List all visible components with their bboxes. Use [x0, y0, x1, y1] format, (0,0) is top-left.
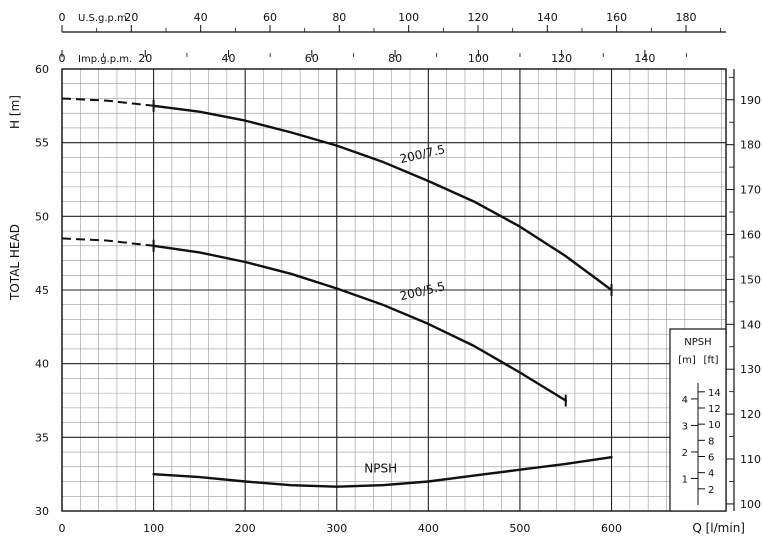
- curve-label-npsh: NPSH: [364, 462, 397, 476]
- npsh-m-tick-label: 1: [682, 474, 688, 485]
- y-right-tick-label: 180: [740, 139, 761, 152]
- curve-label-200-7-5: 200/7.5: [398, 142, 446, 166]
- y-left-tick-label: 60: [35, 63, 49, 76]
- y-right-tick-label: 130: [740, 363, 761, 376]
- npsh-ft-tick-label: 2: [708, 485, 714, 496]
- us-gpm-tick-label: 100: [398, 11, 419, 24]
- x-tick-label: 100: [143, 522, 164, 535]
- y-left-tick-label: 40: [35, 358, 49, 371]
- top-axes: 0 20 40 60 80 100 120 140 160 180 U.S.g.p.m. 0 20 40 6…: [59, 11, 726, 65]
- y-right-tick-label: 120: [740, 408, 761, 421]
- curve-200-7-5: [152, 104, 613, 292]
- us-gpm-tick-label: 20: [124, 11, 138, 24]
- y-right-tick-label: 110: [740, 453, 761, 466]
- us-gpm-tick-label: 140: [537, 11, 558, 24]
- imp-gpm-tick-label: 0: [59, 52, 66, 65]
- x-tick-label: 500: [509, 522, 530, 535]
- y-left-tick-label: 45: [35, 284, 49, 297]
- curve-200-5-5-dashed: [61, 237, 154, 247]
- curve-npsh: [152, 456, 613, 488]
- x-tick-label: 200: [235, 522, 256, 535]
- imp-gpm-unit-label: Imp.g.p.m.: [78, 54, 132, 65]
- us-gpm-unit-label: U.S.g.p.m.: [78, 13, 130, 24]
- x-tick-label: 300: [326, 522, 347, 535]
- us-gpm-tick-label: 120: [467, 11, 488, 24]
- us-gpm-tick-label: 40: [194, 11, 208, 24]
- npsh-unit-ft: [ft]: [703, 355, 718, 366]
- x-tick-label: 400: [418, 522, 439, 535]
- us-gpm-tick-label: 80: [332, 11, 346, 24]
- x-tick-label: 600: [601, 522, 622, 535]
- npsh-box-title: NPSH: [684, 337, 711, 348]
- us-gpm-tick-label: 0: [59, 11, 66, 24]
- npsh-ft-tick-label: 14: [708, 388, 721, 399]
- y-right-tick-label: 100: [740, 498, 761, 511]
- curves: [61, 97, 613, 488]
- plot-frame: [61, 68, 735, 512]
- npsh-m-tick-label: 4: [682, 395, 688, 406]
- curve-200-5-5: [152, 244, 567, 402]
- plot-border: [61, 68, 727, 512]
- y-left-tick-label: 50: [35, 210, 49, 223]
- y-right-tick-label: 190: [740, 94, 761, 107]
- imp-gpm-tick-label: 80: [388, 52, 402, 65]
- x-axis-title: Q [l/min]: [692, 521, 745, 535]
- imp-gpm-tick-label: 20: [138, 52, 152, 65]
- us-gpm-tick-label: 180: [675, 11, 696, 24]
- major-grid: [61, 68, 726, 512]
- y-right-tick-label: 140: [740, 318, 761, 331]
- npsh-m-tick-label: 2: [682, 448, 688, 459]
- y-left-tick-label: 55: [35, 137, 49, 150]
- imp-gpm-tick-label: 140: [634, 52, 655, 65]
- y-right-tick-label: 160: [740, 228, 761, 241]
- npsh-ft-tick-label: 10: [708, 420, 721, 431]
- y-axis-title-total-head: TOTAL HEAD: [8, 224, 22, 301]
- us-gpm-tick-label: 60: [263, 11, 277, 24]
- npsh-ft-tick-label: 6: [708, 452, 714, 463]
- us-gpm-tick-label: 160: [606, 11, 627, 24]
- x-tick-label: 0: [59, 522, 66, 535]
- imp-gpm-tick-label: 120: [551, 52, 572, 65]
- y-axis-title-unit: H [m]: [8, 95, 22, 129]
- curve-labels: 200/7.5 200/5.5 NPSH: [364, 142, 446, 475]
- y-left-tick-label: 35: [35, 431, 49, 444]
- y-right-tick-label: 170: [740, 184, 761, 197]
- npsh-ft-tick-label: 4: [708, 469, 714, 480]
- npsh-ft-tick-label: 12: [708, 404, 721, 415]
- curve-200-7-5-dashed: [61, 97, 154, 107]
- npsh-ft-tick-label: 8: [708, 436, 714, 447]
- imp-gpm-tick-label: 60: [305, 52, 319, 65]
- y-left-tick-label: 30: [35, 505, 49, 518]
- imp-gpm-tick-label: 100: [468, 52, 489, 65]
- npsh-m-tick-label: 3: [682, 421, 688, 432]
- curve-label-200-5-5: 200/5.5: [398, 279, 446, 303]
- imp-gpm-tick-label: 40: [222, 52, 236, 65]
- npsh-unit-m: [m]: [678, 355, 696, 366]
- y-right-tick-label: 150: [740, 273, 761, 286]
